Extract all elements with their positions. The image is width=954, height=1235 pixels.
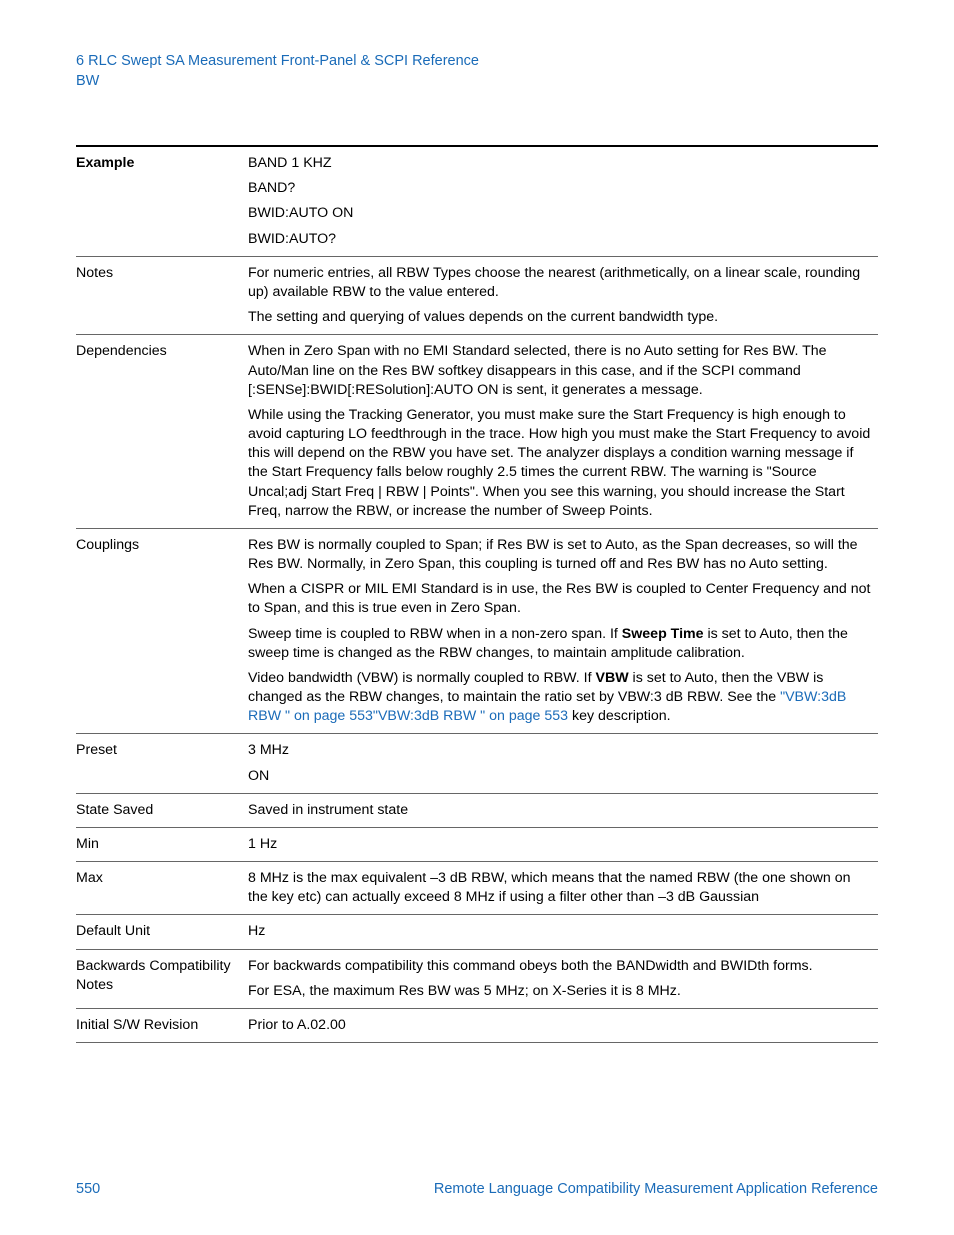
notes-p1: For numeric entries, all RBW Types choos… [248, 264, 874, 302]
max-p1: 8 MHz is the max equivalent –3 dB RBW, w… [248, 869, 874, 907]
value-dependencies: When in Zero Span with no EMI Standard s… [248, 335, 878, 529]
label-back-compat: Backwards Compatibility Notes [76, 949, 248, 1008]
value-couplings: Res BW is normally coupled to Span; if R… [248, 528, 878, 734]
min-p1: 1 Hz [248, 835, 874, 854]
couplings-p3-bold: Sweep Time [622, 626, 704, 642]
couplings-p3-a: Sweep time is coupled to RBW when in a n… [248, 626, 622, 642]
label-default-unit: Default Unit [76, 915, 248, 949]
couplings-p3: Sweep time is coupled to RBW when in a n… [248, 625, 874, 663]
example-line-2: BAND? [248, 179, 874, 198]
example-line-3: BWID:AUTO ON [248, 204, 874, 223]
couplings-p4-end: key description. [568, 708, 671, 724]
row-max: Max 8 MHz is the max equivalent –3 dB RB… [76, 862, 878, 915]
preset-p2: ON [248, 767, 874, 786]
couplings-p4-a: Video bandwidth (VBW) is normally couple… [248, 670, 595, 686]
default-unit-p1: Hz [248, 922, 874, 941]
row-min: Min 1 Hz [76, 827, 878, 861]
couplings-p1: Res BW is normally coupled to Span; if R… [248, 536, 874, 574]
row-state-saved: State Saved Saved in instrument state [76, 793, 878, 827]
back-compat-p1: For backwards compatibility this command… [248, 957, 874, 976]
preset-p1: 3 MHz [248, 741, 874, 760]
value-state-saved: Saved in instrument state [248, 793, 878, 827]
label-state-saved: State Saved [76, 793, 248, 827]
row-default-unit: Default Unit Hz [76, 915, 878, 949]
header-section-line: BW [76, 72, 878, 92]
value-back-compat: For backwards compatibility this command… [248, 949, 878, 1008]
label-notes: Notes [76, 256, 248, 335]
label-preset: Preset [76, 734, 248, 793]
page-footer: 550 Remote Language Compatibility Measur… [76, 1181, 878, 1197]
label-initial-rev: Initial S/W Revision [76, 1008, 248, 1042]
example-line-1: BAND 1 KHZ [248, 154, 874, 173]
notes-p2: The setting and querying of values depen… [248, 308, 874, 327]
value-example: BAND 1 KHZ BAND? BWID:AUTO ON BWID:AUTO? [248, 146, 878, 256]
row-notes: Notes For numeric entries, all RBW Types… [76, 256, 878, 335]
label-min: Min [76, 827, 248, 861]
value-max: 8 MHz is the max equivalent –3 dB RBW, w… [248, 862, 878, 915]
spec-table: Example BAND 1 KHZ BAND? BWID:AUTO ON BW… [76, 145, 878, 1043]
initial-rev-p1: Prior to A.02.00 [248, 1016, 874, 1035]
back-compat-p2: For ESA, the maximum Res BW was 5 MHz; o… [248, 982, 874, 1001]
row-dependencies: Dependencies When in Zero Span with no E… [76, 335, 878, 529]
dependencies-p2: While using the Tracking Generator, you … [248, 406, 874, 521]
page-number: 550 [76, 1181, 100, 1197]
header-chapter-line: 6 RLC Swept SA Measurement Front-Panel &… [76, 52, 878, 72]
state-saved-p1: Saved in instrument state [248, 801, 874, 820]
row-initial-rev: Initial S/W Revision Prior to A.02.00 [76, 1008, 878, 1042]
couplings-link-2[interactable]: "VBW:3dB RBW " on page 553 [373, 708, 568, 724]
dependencies-p1: When in Zero Span with no EMI Standard s… [248, 342, 874, 400]
value-initial-rev: Prior to A.02.00 [248, 1008, 878, 1042]
row-back-compat: Backwards Compatibility Notes For backwa… [76, 949, 878, 1008]
row-preset: Preset 3 MHz ON [76, 734, 878, 793]
doc-title: Remote Language Compatibility Measuremen… [434, 1181, 878, 1197]
label-couplings: Couplings [76, 528, 248, 734]
label-example: Example [76, 146, 248, 256]
row-example: Example BAND 1 KHZ BAND? BWID:AUTO ON BW… [76, 146, 878, 256]
value-default-unit: Hz [248, 915, 878, 949]
row-couplings: Couplings Res BW is normally coupled to … [76, 528, 878, 734]
couplings-p2: When a CISPR or MIL EMI Standard is in u… [248, 580, 874, 618]
label-max: Max [76, 862, 248, 915]
value-notes: For numeric entries, all RBW Types choos… [248, 256, 878, 335]
label-dependencies: Dependencies [76, 335, 248, 529]
example-line-4: BWID:AUTO? [248, 230, 874, 249]
page-header: 6 RLC Swept SA Measurement Front-Panel &… [76, 52, 878, 91]
couplings-p4: Video bandwidth (VBW) is normally couple… [248, 669, 874, 727]
value-min: 1 Hz [248, 827, 878, 861]
couplings-p4-bold: VBW [595, 670, 628, 686]
value-preset: 3 MHz ON [248, 734, 878, 793]
